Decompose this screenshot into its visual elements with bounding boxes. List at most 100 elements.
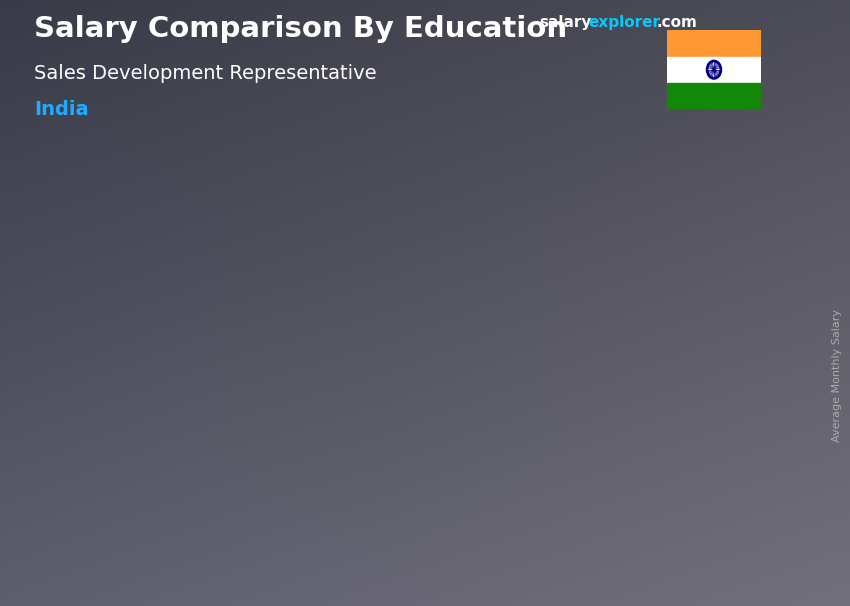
Bar xyxy=(607,539,682,542)
Bar xyxy=(122,446,134,447)
Bar xyxy=(359,560,371,562)
Bar xyxy=(607,405,682,408)
Bar xyxy=(134,519,209,521)
Bar xyxy=(359,459,371,460)
Bar xyxy=(134,538,209,539)
Bar xyxy=(359,565,371,567)
Bar xyxy=(134,517,209,518)
Bar xyxy=(371,416,445,418)
Bar xyxy=(607,455,682,458)
Text: Average Monthly Salary: Average Monthly Salary xyxy=(832,309,842,442)
Bar xyxy=(371,564,445,565)
Bar xyxy=(595,369,607,371)
Bar xyxy=(607,557,682,559)
Bar xyxy=(122,443,134,444)
Bar xyxy=(595,365,607,367)
Bar xyxy=(595,434,607,436)
Bar xyxy=(371,433,445,435)
Bar xyxy=(359,393,371,395)
Bar xyxy=(371,557,445,559)
Bar xyxy=(359,378,445,382)
Bar xyxy=(134,467,209,468)
Bar xyxy=(371,502,445,504)
Bar xyxy=(607,527,682,528)
Bar xyxy=(371,518,445,519)
Bar xyxy=(122,504,134,505)
Bar xyxy=(359,524,371,526)
Bar xyxy=(134,478,209,479)
Bar xyxy=(122,496,134,498)
Bar xyxy=(371,527,445,529)
Bar xyxy=(595,345,607,347)
Bar xyxy=(134,494,209,495)
Bar xyxy=(359,415,371,416)
Bar xyxy=(607,559,682,561)
Bar xyxy=(607,361,682,362)
Bar xyxy=(371,551,445,553)
Bar xyxy=(134,564,209,565)
Bar xyxy=(122,453,134,454)
Bar xyxy=(122,495,134,496)
Bar xyxy=(595,404,607,405)
Bar xyxy=(359,485,371,487)
Bar xyxy=(371,524,445,526)
Bar xyxy=(134,508,209,510)
Bar xyxy=(371,408,445,410)
Bar xyxy=(371,532,445,534)
Bar xyxy=(371,424,445,425)
Bar xyxy=(134,528,209,529)
Bar xyxy=(371,391,445,393)
Bar xyxy=(134,539,209,540)
Bar xyxy=(359,399,371,401)
Bar xyxy=(371,565,445,567)
Bar xyxy=(595,343,607,345)
Bar xyxy=(122,459,134,461)
Bar xyxy=(134,501,209,502)
Bar xyxy=(607,492,682,494)
Bar xyxy=(359,564,371,565)
Bar xyxy=(134,518,209,519)
Bar xyxy=(607,393,682,395)
Bar xyxy=(371,553,445,554)
Bar xyxy=(134,558,209,559)
Bar xyxy=(122,561,134,562)
Bar xyxy=(595,559,607,561)
Bar xyxy=(371,508,445,510)
Bar xyxy=(122,531,134,533)
Bar xyxy=(595,542,607,544)
Bar xyxy=(595,554,607,557)
Bar xyxy=(359,516,371,518)
Bar xyxy=(359,470,371,471)
Bar xyxy=(595,436,607,438)
Bar xyxy=(607,470,682,473)
Bar xyxy=(595,324,607,326)
Bar xyxy=(122,534,134,536)
Bar xyxy=(134,506,209,507)
Bar xyxy=(371,535,445,537)
Bar xyxy=(134,462,209,464)
Bar xyxy=(607,332,682,335)
Bar xyxy=(122,458,134,459)
Bar xyxy=(595,511,607,513)
Bar xyxy=(607,442,682,445)
Bar xyxy=(359,454,371,455)
Bar xyxy=(134,479,209,480)
Bar xyxy=(607,533,682,535)
Bar xyxy=(371,522,445,524)
Bar xyxy=(359,474,371,476)
Bar xyxy=(607,404,682,405)
Bar xyxy=(371,510,445,511)
Bar xyxy=(607,425,682,427)
Bar xyxy=(371,568,445,570)
Bar xyxy=(595,513,607,516)
Bar xyxy=(371,499,445,501)
Bar xyxy=(607,436,682,438)
Bar xyxy=(607,408,682,410)
Bar xyxy=(122,562,134,563)
Bar xyxy=(607,311,682,313)
Bar xyxy=(595,499,607,501)
Bar xyxy=(134,464,209,465)
Bar xyxy=(595,479,607,481)
Bar xyxy=(122,491,134,492)
Bar xyxy=(359,568,371,570)
